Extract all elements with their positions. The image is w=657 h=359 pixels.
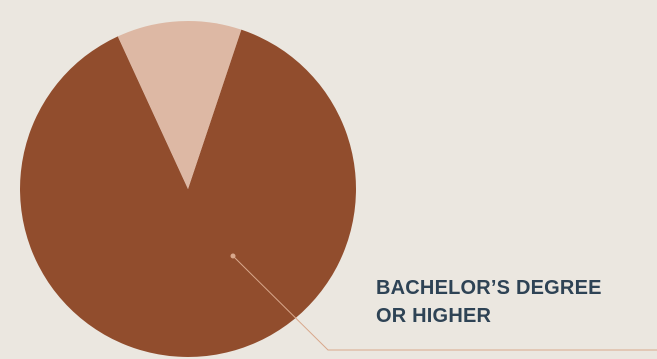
pie-slices [20,20,357,357]
callout-leader-line [232,255,657,351]
callout-label-line-2: OR HIGHER [376,305,492,327]
callout-leader-dot [230,253,236,259]
pie-slice-bachelor-s-degree-or-higher [20,29,357,357]
callout-label-line-1: BACHELOR’S DEGREE [376,277,602,299]
pie-slice-other [117,20,242,189]
callout-label: BACHELOR’S DEGREE OR HIGHER [376,274,656,330]
